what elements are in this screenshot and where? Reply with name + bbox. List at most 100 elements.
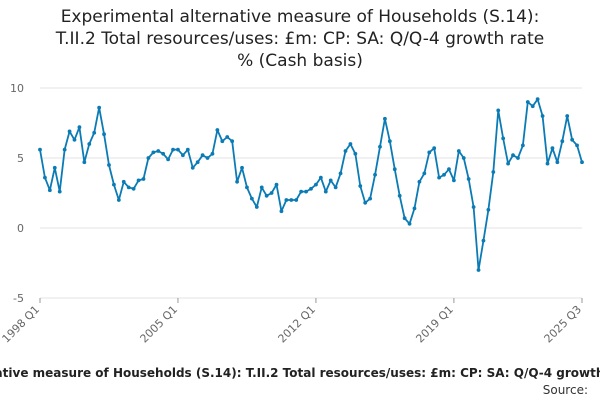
data-point (210, 151, 215, 156)
footer-source: Source: (542, 383, 588, 397)
data-point (284, 198, 289, 202)
data-point (62, 147, 67, 152)
data-point (363, 200, 368, 205)
x-tick-label: 2005 Q1 (138, 303, 181, 346)
data-point (87, 142, 92, 146)
data-point (422, 171, 427, 176)
data-point (555, 160, 560, 165)
data-point (383, 116, 387, 121)
data-point (451, 178, 456, 183)
data-point (471, 205, 476, 209)
data-point (47, 188, 52, 193)
data-point (225, 135, 230, 139)
data-point (506, 161, 510, 166)
data-point (136, 178, 141, 183)
data-point (575, 143, 579, 148)
data-point (289, 198, 294, 202)
data-point (580, 160, 584, 165)
data-point (171, 147, 175, 152)
data-point (486, 207, 491, 212)
data-point (299, 189, 304, 194)
data-point (235, 179, 239, 184)
data-point (511, 153, 515, 158)
y-tick-label: 5 (17, 152, 24, 165)
data-point (240, 165, 244, 170)
data-point (333, 185, 338, 190)
data-point (180, 153, 185, 158)
data-point (476, 268, 481, 272)
data-point (550, 146, 555, 151)
data-point (417, 179, 422, 184)
data-point (215, 128, 220, 132)
data-point (358, 184, 363, 188)
data-point (195, 160, 200, 165)
data-point (264, 193, 269, 198)
data-point (249, 196, 254, 201)
data-point (402, 216, 407, 221)
data-point (205, 156, 210, 160)
data-point (200, 153, 205, 158)
data-point (245, 185, 249, 190)
data-point (456, 149, 461, 153)
data-point (185, 147, 190, 152)
data-point (274, 182, 279, 187)
data-point (565, 114, 570, 118)
data-point (407, 221, 412, 226)
data-point (230, 139, 235, 144)
data-point (432, 146, 437, 151)
data-point (461, 156, 466, 160)
data-point (43, 175, 47, 180)
data-point (254, 205, 259, 209)
data-point (520, 143, 525, 148)
data-point (151, 150, 156, 155)
data-point (343, 149, 348, 153)
data-point (535, 97, 540, 102)
data-point (116, 198, 121, 202)
data-point (279, 209, 284, 214)
data-point (373, 172, 377, 177)
data-point (146, 156, 151, 160)
data-point (38, 147, 42, 152)
data-point (294, 198, 299, 202)
data-point (107, 163, 111, 167)
data-point (97, 105, 102, 110)
data-point (92, 130, 97, 135)
y-tick-label: -5 (13, 292, 24, 305)
data-point (126, 185, 131, 190)
data-point (161, 151, 166, 156)
data-point (516, 156, 520, 160)
data-point (220, 139, 225, 144)
y-tick-label: 10 (10, 82, 24, 95)
chart-title: Experimental alternative measure of Hous… (0, 6, 600, 72)
footer-caption-text: Experimental alternative measure of Hous… (0, 366, 600, 380)
data-point (323, 189, 328, 194)
footer-caption: Experimental alternative measure of Hous… (0, 366, 600, 380)
data-point (378, 144, 382, 149)
x-tick-label: 2025 Q3 (542, 303, 585, 346)
data-point (304, 189, 308, 194)
data-point (156, 149, 161, 153)
series-line (39, 98, 583, 271)
y-tick-label: 0 (17, 222, 24, 235)
data-point (82, 160, 87, 165)
data-point (540, 114, 545, 118)
data-point (481, 238, 486, 243)
data-point (447, 167, 451, 172)
data-point (560, 139, 565, 144)
data-point (496, 108, 501, 113)
chart-title-line-2: T.II.2 Total resources/uses: £m: CP: SA:… (55, 29, 545, 49)
data-point (353, 151, 358, 156)
data-point (131, 186, 136, 191)
data-point (570, 137, 575, 142)
data-point (338, 171, 343, 176)
data-point (121, 179, 126, 184)
x-tick-label: 2019 Q1 (413, 303, 456, 346)
data-point (392, 167, 397, 172)
data-point (77, 125, 82, 130)
data-point (176, 147, 180, 152)
data-point (259, 185, 264, 190)
data-point (269, 191, 274, 195)
data-point (314, 182, 318, 187)
chart-title-line-1: Experimental alternative measure of Hous… (60, 7, 540, 27)
